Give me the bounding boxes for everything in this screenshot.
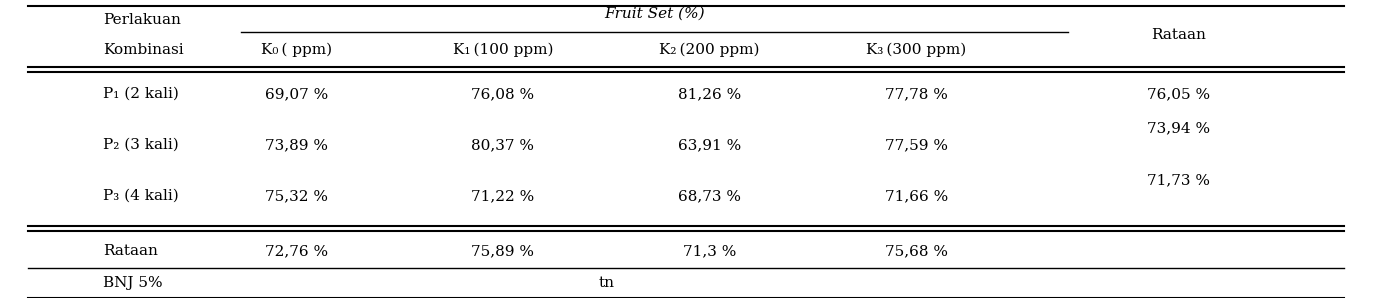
Text: Rataan: Rataan — [1151, 28, 1206, 42]
Text: 77,59 %: 77,59 % — [885, 138, 948, 152]
Text: P₁ (2 kali): P₁ (2 kali) — [103, 87, 179, 101]
Text: Rataan: Rataan — [103, 244, 158, 258]
Text: 72,76 %: 72,76 % — [265, 244, 328, 258]
Text: 71,66 %: 71,66 % — [885, 189, 948, 203]
Text: Perlakuan: Perlakuan — [103, 13, 182, 27]
Text: 75,68 %: 75,68 % — [885, 244, 948, 258]
Text: 69,07 %: 69,07 % — [265, 87, 328, 101]
Text: 76,05 %: 76,05 % — [1146, 87, 1210, 101]
Text: BNJ 5%: BNJ 5% — [103, 276, 163, 290]
Text: 76,08 %: 76,08 % — [471, 87, 535, 101]
Text: 81,26 %: 81,26 % — [678, 87, 741, 101]
Text: tn: tn — [598, 276, 615, 290]
Text: 73,89 %: 73,89 % — [265, 138, 328, 152]
Text: K₂ (200 ppm): K₂ (200 ppm) — [660, 43, 759, 57]
Text: 63,91 %: 63,91 % — [678, 138, 741, 152]
Text: 75,32 %: 75,32 % — [265, 189, 328, 203]
Text: K₃ (300 ppm): K₃ (300 ppm) — [867, 43, 966, 57]
Text: 71,73 %: 71,73 % — [1146, 173, 1210, 187]
Text: 80,37 %: 80,37 % — [471, 138, 535, 152]
Text: 71,22 %: 71,22 % — [471, 189, 535, 203]
Text: 77,78 %: 77,78 % — [885, 87, 948, 101]
Text: Kombinasi: Kombinasi — [103, 43, 185, 57]
Text: 73,94 %: 73,94 % — [1146, 121, 1210, 135]
Text: K₁ (100 ppm): K₁ (100 ppm) — [453, 43, 553, 57]
Text: K₀ ( ppm): K₀ ( ppm) — [260, 43, 332, 57]
Text: P₂ (3 kali): P₂ (3 kali) — [103, 138, 179, 152]
Text: P₃ (4 kali): P₃ (4 kali) — [103, 189, 179, 203]
Text: Fruit Set (%): Fruit Set (%) — [604, 7, 706, 21]
Text: 68,73 %: 68,73 % — [678, 189, 741, 203]
Text: 71,3 %: 71,3 % — [683, 244, 736, 258]
Text: 75,89 %: 75,89 % — [471, 244, 535, 258]
